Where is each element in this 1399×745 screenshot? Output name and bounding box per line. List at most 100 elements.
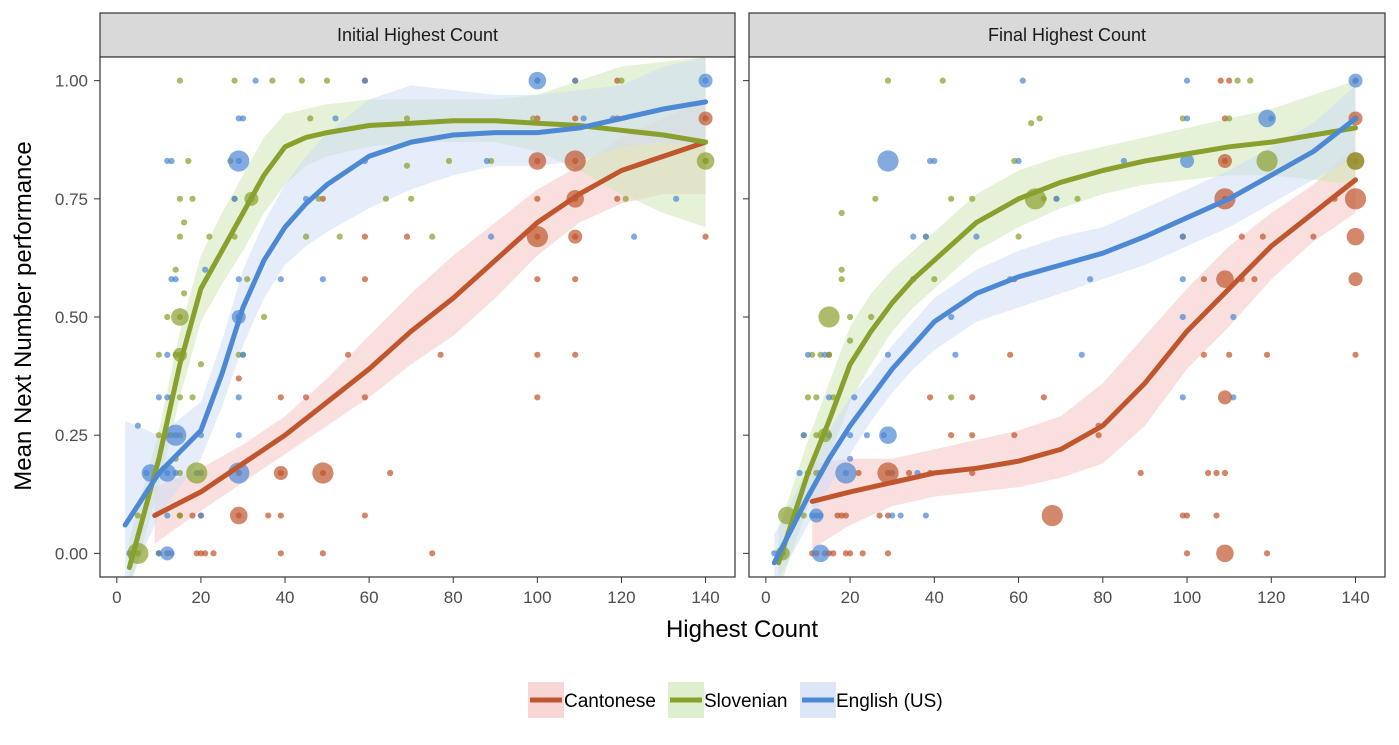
data-point-cantonese [273, 466, 288, 480]
data-point-cantonese [830, 550, 837, 557]
data-point-cantonese [564, 150, 586, 172]
data-point-slovenian [176, 195, 184, 202]
panel-2: Final Highest Count 0 20 40 60 80 100 120 140 [743, 12, 1386, 607]
data-point-slovenian [403, 162, 411, 169]
data-point-slovenian [298, 77, 305, 84]
data-point-english [580, 115, 587, 122]
data-point-slovenian [171, 308, 189, 326]
data-point-slovenian [307, 115, 314, 122]
data-point-english [165, 424, 187, 446]
legend-item-slovenian: Slovenian [668, 682, 787, 718]
data-point-slovenian [813, 394, 820, 401]
data-point-slovenian [155, 351, 162, 358]
data-point-slovenian [403, 115, 411, 122]
data-point-cantonese [235, 375, 242, 382]
data-point-slovenian [838, 266, 845, 273]
data-point-slovenian [618, 77, 625, 84]
y-axis-title: Mean Next Number performance [10, 141, 37, 490]
data-point-cantonese [1137, 469, 1144, 477]
data-point-english [235, 276, 242, 283]
data-point-cantonese [1344, 188, 1367, 210]
data-point-english [197, 512, 205, 519]
data-point-slovenian [260, 313, 268, 321]
data-point-english [846, 455, 854, 462]
data-point-cantonese [948, 432, 955, 439]
data-point-slovenian [382, 195, 390, 202]
data-point-english [922, 512, 930, 519]
data-point-english [863, 432, 871, 439]
data-point-cantonese [361, 233, 369, 240]
x-tick-label: 140 [691, 588, 719, 607]
smooth-line-slovenian [776, 125, 1358, 566]
data-point-english [155, 550, 162, 557]
data-point-cantonese [1221, 469, 1229, 477]
data-point-english [1258, 109, 1276, 128]
data-point-cantonese [534, 351, 541, 358]
data-point-slovenian [155, 432, 162, 439]
data-point-slovenian [969, 195, 976, 202]
data-point-english [809, 508, 824, 523]
data-point-cantonese [572, 351, 579, 358]
smooth-line-cantonese [809, 177, 1358, 504]
data-point-cantonese [1007, 351, 1014, 358]
data-point-english [332, 115, 339, 122]
data-point-cantonese [361, 276, 369, 283]
data-point-cantonese [568, 229, 583, 244]
facet-title: Initial Highest Count [337, 25, 498, 45]
data-point-slovenian [244, 276, 251, 283]
facet-strip [99, 12, 736, 58]
data-point-english [931, 157, 938, 165]
data-point-english [952, 351, 959, 358]
x-tick-label: 20 [191, 588, 210, 607]
x-tick-label: 120 [607, 588, 635, 607]
data-point-english [1087, 276, 1094, 283]
data-point-english [804, 351, 812, 358]
data-point-slovenian [206, 233, 213, 240]
data-point-slovenian [948, 195, 955, 202]
data-point-cantonese [319, 550, 326, 557]
data-point-slovenian [197, 361, 205, 368]
data-point-english [164, 394, 171, 401]
data-point-cantonese [361, 512, 369, 519]
data-point-english [239, 115, 247, 122]
data-point-cantonese [1040, 394, 1047, 401]
data-point-cantonese [1217, 154, 1232, 168]
x-tick-label: 100 [1173, 588, 1201, 607]
data-point-english [973, 233, 980, 240]
data-point-english [846, 432, 854, 439]
data-point-english [1019, 77, 1026, 84]
data-point-slovenian [181, 290, 188, 297]
data-point-cantonese [229, 506, 248, 525]
legend-label: Slovenian [704, 691, 787, 712]
data-point-slovenian [336, 233, 343, 240]
data-point-cantonese [905, 469, 913, 477]
data-point-cantonese [1200, 276, 1207, 283]
legend-item-english: English (US) [800, 682, 943, 718]
data-point-slovenian [846, 337, 854, 344]
data-point-slovenian [315, 195, 322, 202]
data-point-slovenian [1247, 77, 1254, 84]
data-point-english [1053, 195, 1060, 202]
data-point-english [134, 422, 141, 429]
data-point-english [1078, 351, 1085, 358]
data-point-cantonese [1217, 390, 1232, 405]
data-point-slovenian [176, 512, 184, 519]
smooth-line-english [122, 99, 709, 528]
data-point-cantonese [1204, 469, 1212, 477]
data-point-cantonese [1348, 272, 1363, 287]
data-point-slovenian [429, 233, 436, 240]
data-point-cantonese [277, 394, 284, 401]
facet-strip [748, 12, 1386, 58]
data-point-cantonese [1041, 504, 1063, 527]
y-tick-label: 0.50 [55, 308, 88, 327]
data-point-english [168, 157, 175, 165]
panels-layer: Initial Highest Count 0 20 40 60 80 100 120 140 0… [55, 12, 1386, 607]
data-point-slovenian [838, 276, 845, 283]
data-point-english [897, 512, 904, 519]
data-point-cantonese [969, 394, 976, 401]
x-tick-label: 40 [925, 588, 944, 607]
legend: Cantonese Slovenian English (US) [528, 682, 943, 718]
data-point-cantonese [210, 550, 217, 557]
x-tick-label: 0 [112, 588, 121, 607]
data-point-slovenian [1256, 150, 1278, 172]
